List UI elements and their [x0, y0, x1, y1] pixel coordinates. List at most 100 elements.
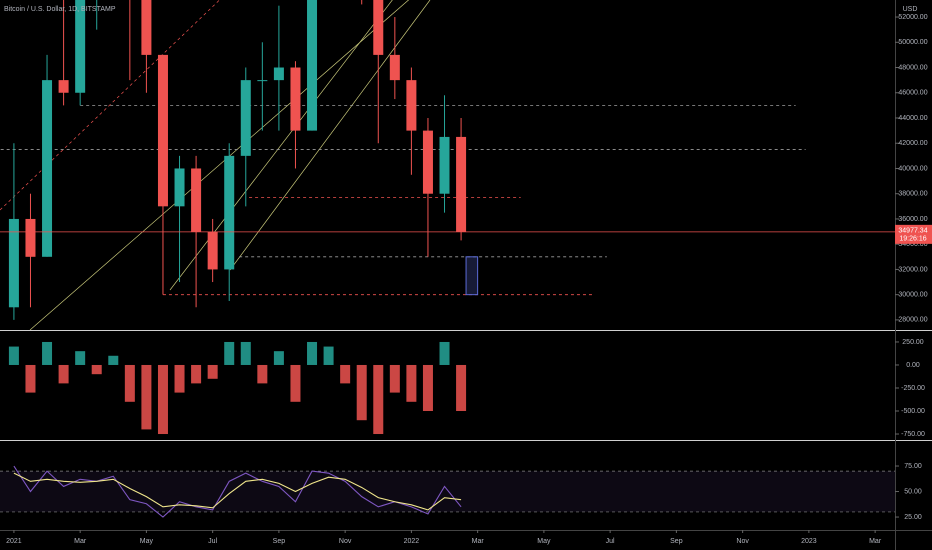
x-tick-label: Sep	[273, 538, 286, 545]
x-tick-label: Sep	[670, 538, 683, 545]
y-tick-label: -250.00	[901, 385, 925, 392]
x-tick-label: Jul	[208, 538, 217, 545]
last-price-tag	[895, 224, 932, 244]
x-tick-label: 2022	[404, 538, 420, 545]
y-tick-label: 75.00	[904, 463, 922, 470]
channel-line	[0, 0, 221, 211]
range-box	[465, 256, 479, 296]
candle-body	[422, 130, 433, 194]
x-tick-label: Mar	[869, 538, 882, 545]
histogram-bar	[141, 364, 152, 430]
candle-body	[240, 80, 251, 156]
candle-body	[290, 67, 301, 131]
price-pane	[0, 0, 895, 330]
y-tick-label: 32000.00	[898, 266, 927, 273]
candle-body	[174, 168, 185, 207]
candle-body	[307, 0, 318, 131]
histogram-bar	[207, 364, 218, 379]
y-tick-label: 36000.00	[898, 216, 927, 223]
y-tick-label: 46000.00	[898, 90, 927, 97]
candle-body	[58, 80, 69, 93]
y-tick-label: 30000.00	[898, 292, 927, 299]
histogram-bar	[257, 364, 268, 384]
histogram-bar	[422, 364, 433, 412]
y-tick-label: 250.00	[902, 339, 924, 346]
histogram-bar	[124, 364, 135, 402]
candle-body	[25, 218, 36, 257]
y-tick-label: -500.00	[901, 408, 925, 415]
candle-body	[8, 218, 19, 308]
candle-body	[273, 67, 284, 81]
y-tick-label: 0.00	[906, 362, 920, 369]
y-tick-label: 28000.00	[898, 317, 927, 324]
candle-body	[456, 136, 467, 232]
histogram-bar	[389, 364, 400, 393]
candle-body	[75, 0, 86, 93]
y-tick-label: 52000.00	[898, 14, 927, 21]
x-tick-label: Nov	[339, 538, 352, 545]
x-tick-label: Jul	[606, 538, 615, 545]
candle-body	[389, 54, 400, 81]
y-tick-label: 38000.00	[898, 191, 927, 198]
histogram-bar	[439, 341, 450, 365]
histogram-pane	[8, 341, 467, 435]
countdown-label: 19:26:16	[899, 236, 926, 243]
x-tick-label: 2021	[6, 538, 22, 545]
histogram-bar	[157, 364, 168, 435]
histogram-bar	[273, 351, 284, 365]
oscillator-line	[13, 472, 462, 511]
x-tick-label: May	[537, 538, 551, 545]
histogram-bar	[75, 351, 86, 365]
histogram-bar	[224, 341, 235, 365]
candle-body	[373, 0, 384, 55]
oscillator-pane	[0, 465, 895, 518]
histogram-bar	[323, 346, 334, 365]
y-tick-label: -750.00	[901, 431, 925, 438]
candle-body	[42, 80, 53, 257]
x-tick-label: Nov	[736, 538, 749, 545]
candle-body	[224, 155, 235, 270]
candle-body	[157, 54, 168, 207]
histogram-bar	[240, 341, 251, 365]
x-tick-label: Mar	[74, 538, 87, 545]
histogram-bar	[91, 364, 102, 375]
histogram-bar	[307, 341, 318, 365]
last-price-label: 34977.34	[898, 228, 927, 235]
x-tick-label: May	[140, 538, 154, 545]
histogram-bar	[406, 364, 417, 402]
histogram-bar	[25, 364, 36, 393]
histogram-bar	[340, 364, 351, 384]
axis-label: USD	[903, 6, 918, 13]
y-tick-label: 40000.00	[898, 165, 927, 172]
candle-body	[207, 231, 218, 270]
y-tick-label: 44000.00	[898, 115, 927, 122]
oscillator-line	[13, 465, 462, 518]
histogram-bar	[8, 346, 19, 365]
y-tick-label: 48000.00	[898, 64, 927, 71]
histogram-bar	[42, 341, 53, 365]
candle-body	[191, 168, 202, 232]
histogram-bar	[356, 364, 367, 421]
chart-title: Bitcoin / U.S. Dollar, 1D, BITSTAMP	[4, 6, 116, 13]
x-tick-label: Mar	[472, 538, 485, 545]
band-fill	[0, 471, 895, 512]
histogram-bar	[191, 364, 202, 384]
histogram-bar	[373, 364, 384, 435]
y-tick-label: 50.00	[904, 488, 922, 495]
y-tick-label: 42000.00	[898, 140, 927, 147]
candle-body	[257, 80, 268, 82]
candle-body	[406, 80, 417, 131]
histogram-bar	[290, 364, 301, 402]
x-tick-label: 2023	[801, 538, 817, 545]
y-tick-label: 50000.00	[898, 39, 927, 46]
candle-body	[439, 136, 450, 194]
channel-line	[229, 0, 431, 271]
histogram-bar	[108, 355, 119, 365]
candle-body	[141, 0, 152, 55]
histogram-bar	[174, 364, 185, 393]
histogram-bar	[456, 364, 467, 412]
histogram-bar	[58, 364, 69, 384]
y-tick-label: 25.00	[904, 514, 922, 521]
y-tick-label: 34000.00	[898, 241, 927, 248]
